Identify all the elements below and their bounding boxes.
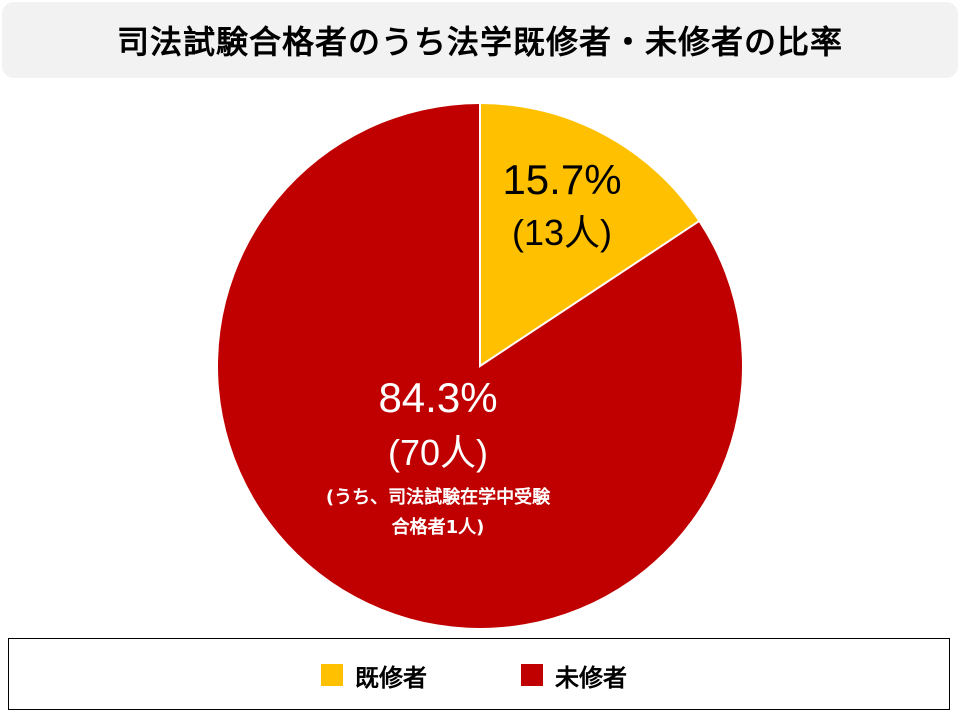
slice-note-mishusha-line1: (うち、司法試験在学中受験	[326, 486, 551, 508]
slice-separator	[479, 104, 700, 368]
legend-item-mishusha: 未修者	[521, 639, 627, 711]
slice-label-kishusha-count: (13人)	[512, 212, 612, 253]
legend-label-mishusha: 未修者	[555, 663, 627, 692]
legend-label-kishusha: 既修者	[355, 663, 427, 692]
legend-swatch-kishusha	[321, 664, 343, 686]
slice-label-mishusha-percent: 84.3%	[378, 374, 497, 421]
chart-title: 司法試験合格者のうち法学既修者・未修者の比率	[116, 23, 843, 61]
pie-slice-kishusha	[480, 104, 699, 366]
legend-item-kishusha: 既修者	[321, 639, 427, 711]
slice-label-mishusha-count: (70人)	[388, 432, 488, 473]
chart-title-bar: 司法試験合格者のうち法学既修者・未修者の比率	[2, 2, 958, 78]
slice-note-mishusha-line2: 合格者1人)	[392, 516, 485, 538]
legend: 既修者 未修者	[8, 638, 950, 710]
legend-swatch-mishusha	[521, 664, 543, 686]
slice-label-kishusha-percent: 15.7%	[502, 156, 621, 203]
